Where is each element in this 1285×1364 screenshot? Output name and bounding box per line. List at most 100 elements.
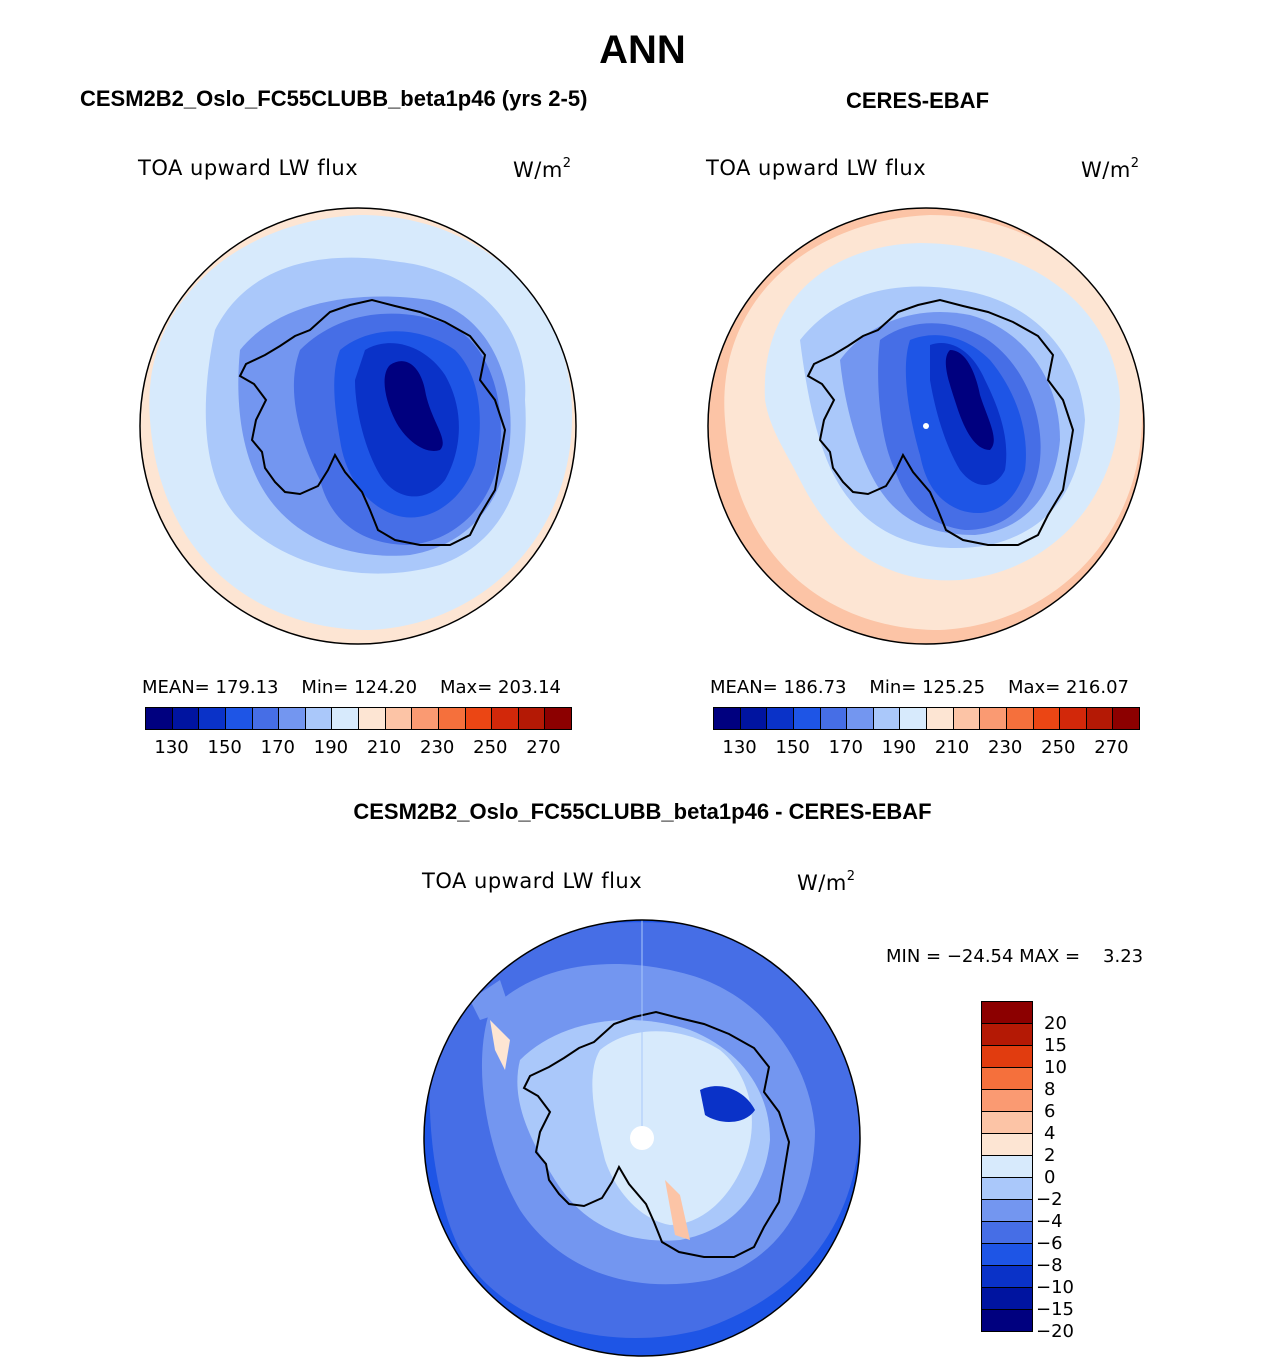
colorbar-tick-label: −10 [1036, 1277, 1074, 1298]
colorbar-tick-label: 20 [1044, 1013, 1067, 1034]
colorbar-swatch [1033, 708, 1061, 729]
colorbar-swatch [982, 1112, 1032, 1134]
model-panel-title: CESM2B2_Oslo_FC55CLUBB_beta1p46 (yrs 2-5… [80, 86, 588, 111]
model-colorbar-labels: 130 150 170 190 210 230 250 270 [145, 737, 570, 759]
diff-polar-map [424, 920, 860, 1356]
colorbar-tick-label: 210 [366, 737, 402, 758]
colorbar-tick-label: 230 [988, 737, 1023, 758]
colorbar-swatch [465, 708, 493, 729]
colorbar-swatch [982, 1178, 1032, 1200]
model-variable-label: TOA upward LW flux [138, 156, 359, 180]
colorbar-swatch [982, 1288, 1032, 1310]
colorbar-tick-label: 130 [722, 737, 757, 758]
colorbar-swatch [199, 708, 226, 729]
model-max: Max= 203.14 [439, 677, 561, 698]
colorbar-swatch [1113, 708, 1139, 729]
obs-panel-title: CERES-EBAF [846, 88, 990, 113]
colorbar-swatch [412, 708, 439, 729]
colorbar-swatch [793, 708, 821, 729]
model-min: Min= 124.20 [301, 677, 418, 698]
colorbar-swatch [545, 708, 571, 729]
model-units-label: W/m2 [513, 156, 572, 182]
colorbar-tick-label: 210 [934, 737, 970, 758]
colorbar-swatch [982, 1200, 1032, 1222]
colorbar-tick-label: 0 [1044, 1167, 1056, 1188]
colorbar-swatch [279, 708, 306, 729]
colorbar-swatch [953, 708, 981, 729]
diff-colorbar-labels: 20 15 10 8 6 4 2 0 −2 −4 −6 −8 −10 −15 −20 [1036, 1001, 1120, 1353]
colorbar-swatch [982, 1002, 1032, 1024]
colorbar-swatch [982, 1156, 1032, 1178]
colorbar-swatch [385, 708, 413, 729]
colorbar-swatch [172, 708, 200, 729]
colorbar-swatch [927, 708, 954, 729]
colorbar-swatch [982, 1068, 1032, 1090]
colorbar-swatch [982, 1310, 1032, 1331]
model-polar-map [140, 208, 576, 644]
colorbar-tick-label: 150 [207, 737, 242, 758]
model-stats: MEAN= 179.13 Min= 124.20 Max= 203.14 [142, 677, 561, 698]
colorbar-tick-label: 150 [775, 737, 810, 758]
colorbar-tick-label: 250 [1041, 737, 1076, 758]
diff-colorbar [981, 1001, 1033, 1332]
colorbar-swatch [518, 708, 546, 729]
colorbar-swatch [900, 708, 927, 729]
colorbar-tick-label: 8 [1044, 1079, 1056, 1100]
colorbar-swatch [982, 1046, 1032, 1068]
diff-panel-title: CESM2B2_Oslo_FC55CLUBB_beta1p46 - CERES-… [353, 799, 932, 824]
colorbar-tick-label: −15 [1036, 1299, 1074, 1320]
colorbar-swatch [492, 708, 519, 729]
colorbar-swatch [1086, 708, 1114, 729]
obs-polar-map [708, 208, 1144, 644]
obs-colorbar [713, 707, 1140, 730]
colorbar-tick-label: −6 [1036, 1233, 1063, 1254]
colorbar-tick-label: 170 [828, 737, 863, 758]
model-colorbar [145, 707, 572, 730]
colorbar-swatch [982, 1134, 1032, 1156]
colorbar-tick-label: 4 [1044, 1123, 1056, 1144]
obs-variable-label: TOA upward LW flux [706, 156, 927, 180]
obs-min: Min= 125.25 [869, 677, 986, 698]
colorbar-tick-label: 2 [1044, 1145, 1056, 1166]
colorbar-swatch [982, 1222, 1032, 1244]
colorbar-swatch [980, 708, 1007, 729]
colorbar-tick-label: 250 [473, 737, 508, 758]
colorbar-swatch [767, 708, 794, 729]
colorbar-swatch [359, 708, 386, 729]
colorbar-swatch [714, 708, 741, 729]
obs-mean: MEAN= 186.73 [710, 677, 847, 698]
obs-max: Max= 216.07 [1007, 677, 1129, 698]
colorbar-tick-label: 6 [1044, 1101, 1056, 1122]
colorbar-swatch [252, 708, 280, 729]
colorbar-swatch [873, 708, 901, 729]
colorbar-swatch [146, 708, 173, 729]
colorbar-tick-label: 270 [526, 737, 561, 758]
obs-stats: MEAN= 186.73 Min= 125.25 Max= 216.07 [710, 677, 1129, 698]
colorbar-tick-label: 190 [313, 737, 349, 758]
colorbar-swatch [1006, 708, 1034, 729]
diff-units-label: W/m2 [797, 869, 856, 895]
colorbar-tick-label: 170 [260, 737, 295, 758]
colorbar-swatch [982, 1090, 1032, 1112]
colorbar-tick-label: 130 [154, 737, 189, 758]
colorbar-swatch [438, 708, 466, 729]
colorbar-swatch [305, 708, 333, 729]
model-mean: MEAN= 179.13 [142, 677, 279, 698]
colorbar-tick-label: −20 [1036, 1321, 1074, 1342]
colorbar-tick-label: 190 [881, 737, 917, 758]
diff-minmax: MIN = −24.54 MAX = 3.23 [886, 946, 1144, 967]
diff-variable-label: TOA upward LW flux [422, 869, 643, 893]
colorbar-swatch [982, 1024, 1032, 1046]
colorbar-swatch [740, 708, 768, 729]
colorbar-swatch [982, 1244, 1032, 1266]
obs-units-label: W/m2 [1081, 156, 1140, 182]
colorbar-tick-label: 15 [1044, 1035, 1067, 1056]
colorbar-swatch [982, 1266, 1032, 1288]
colorbar-swatch [820, 708, 848, 729]
colorbar-tick-label: −8 [1036, 1255, 1063, 1276]
colorbar-tick-label: 230 [420, 737, 455, 758]
colorbar-tick-label: 10 [1044, 1057, 1067, 1078]
colorbar-swatch [332, 708, 359, 729]
colorbar-swatch [225, 708, 253, 729]
